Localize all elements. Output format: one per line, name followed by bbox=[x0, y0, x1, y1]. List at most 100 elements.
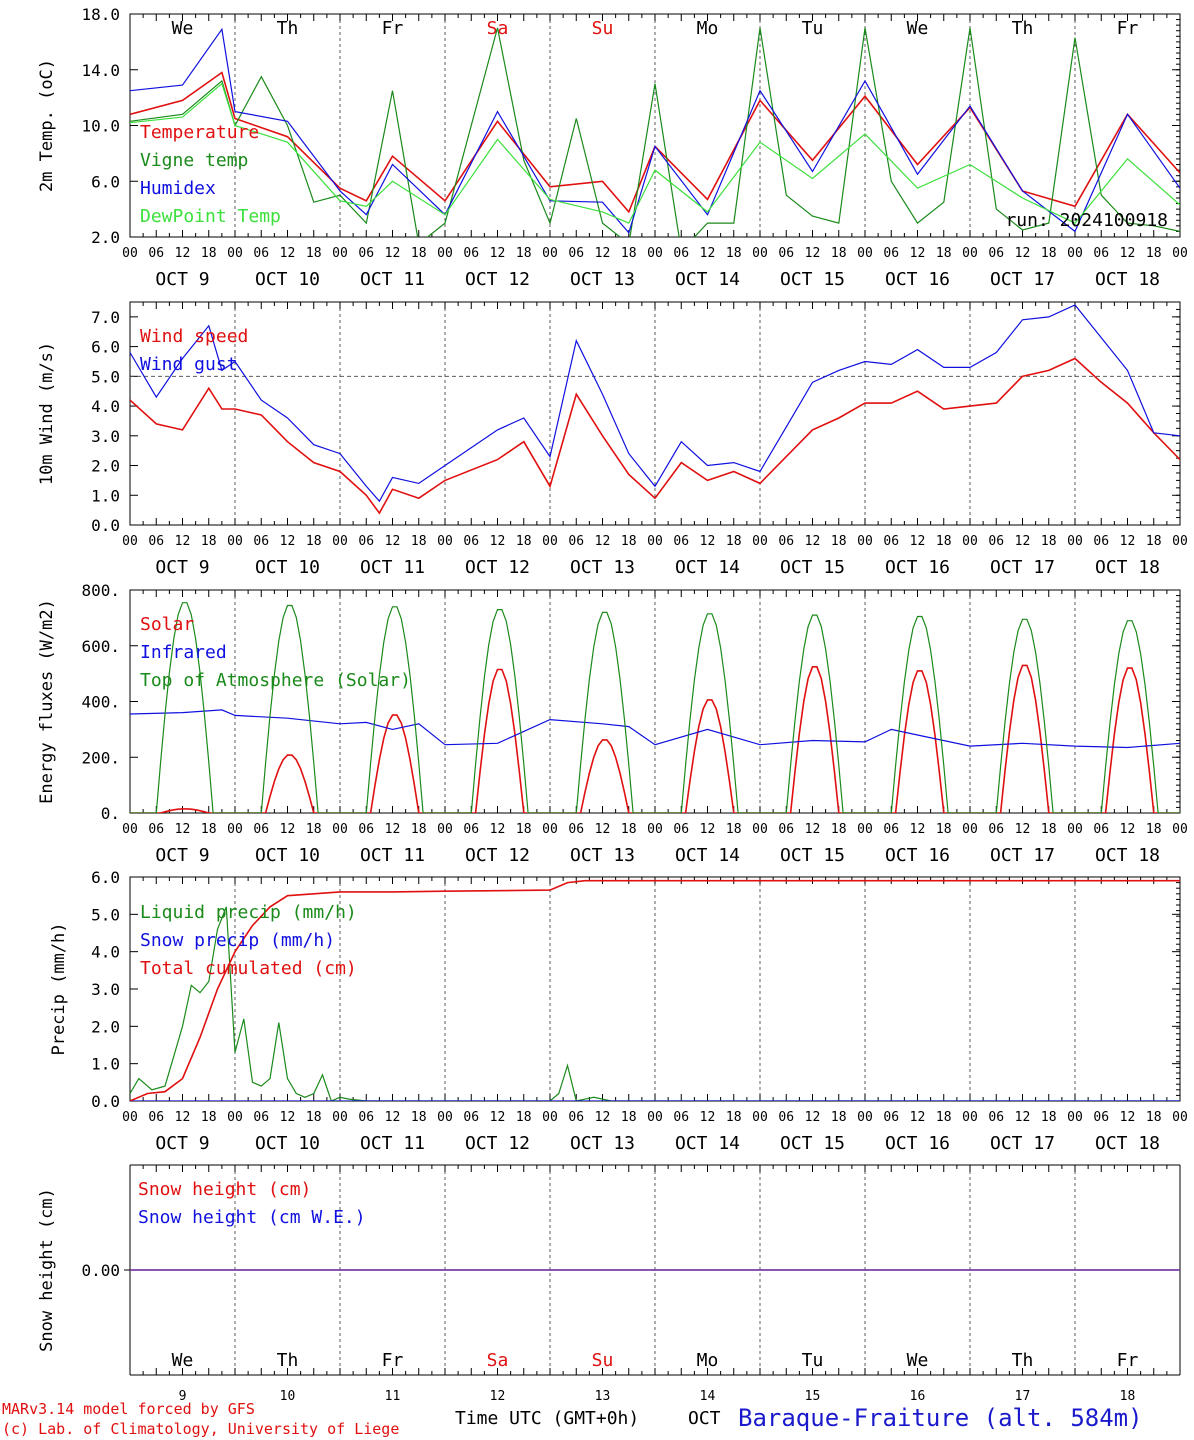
x-tick-label: 00 bbox=[542, 246, 558, 261]
x-tick-label: 00 bbox=[647, 246, 663, 261]
plot-frame bbox=[129, 589, 1181, 814]
day-name-label: Tu bbox=[802, 18, 824, 39]
x-tick-label: 12 bbox=[175, 534, 191, 549]
x-tick-label: 18 bbox=[516, 1110, 532, 1125]
x-tick-label: 18 bbox=[201, 534, 217, 549]
x-tick-label: 00 bbox=[542, 534, 558, 549]
date-label: OCT 13 bbox=[570, 1133, 635, 1154]
x-tick-label: 00 bbox=[752, 246, 768, 261]
y-tick-label: 5.0 bbox=[91, 905, 120, 924]
date-label: OCT 10 bbox=[255, 557, 320, 578]
x-tick-label: 06 bbox=[1093, 1110, 1109, 1125]
x-tick-label: 00 bbox=[227, 534, 243, 549]
y-tick-label: 0.00 bbox=[81, 1261, 120, 1280]
legend-entry: Solar bbox=[140, 614, 194, 635]
x-tick-label: 18 bbox=[201, 1110, 217, 1125]
x-tick-label: 00 bbox=[332, 1110, 348, 1125]
day-name-label: We bbox=[907, 18, 929, 39]
x-tick-label: 18 bbox=[726, 534, 742, 549]
x-tick-label: 06 bbox=[148, 1110, 164, 1125]
x-tick-label: 00 bbox=[437, 822, 453, 837]
date-label: OCT 15 bbox=[780, 1133, 845, 1154]
x-tick-label: 12 bbox=[280, 1110, 296, 1125]
series-line bbox=[130, 27, 1180, 237]
x-tick-label: 06 bbox=[463, 822, 479, 837]
x-tick-label: 18 bbox=[831, 822, 847, 837]
x-tick-label: 00 bbox=[752, 534, 768, 549]
date-label: OCT 9 bbox=[155, 845, 209, 866]
day-number-label: 12 bbox=[490, 1389, 506, 1404]
x-tick-label: 00 bbox=[122, 534, 138, 549]
x-tick-label: 18 bbox=[516, 246, 532, 261]
date-label: OCT 10 bbox=[255, 269, 320, 290]
x-tick-label: 06 bbox=[568, 822, 584, 837]
y-tick-label: 1.0 bbox=[91, 486, 120, 505]
x-tick-label: 18 bbox=[306, 822, 322, 837]
x-tick-label: 06 bbox=[148, 822, 164, 837]
x-tick-label: 00 bbox=[1067, 246, 1083, 261]
date-label: OCT 18 bbox=[1095, 269, 1160, 290]
x-tick-label: 06 bbox=[463, 1110, 479, 1125]
time-axis-month: OCT bbox=[688, 1408, 721, 1429]
x-tick-label: 18 bbox=[411, 1110, 427, 1125]
x-tick-label: 00 bbox=[122, 1110, 138, 1125]
day-name-label: We bbox=[172, 18, 194, 39]
legend-entry: Infrared bbox=[140, 642, 227, 663]
y-tick-label: 800. bbox=[81, 581, 120, 600]
x-tick-label: 00 bbox=[647, 1110, 663, 1125]
x-tick-label: 12 bbox=[385, 1110, 401, 1125]
x-tick-label: 12 bbox=[595, 822, 611, 837]
x-tick-label: 12 bbox=[490, 822, 506, 837]
x-tick-label: 18 bbox=[726, 246, 742, 261]
x-tick-label: 00 bbox=[857, 246, 873, 261]
y-tick-label: 600. bbox=[81, 637, 120, 656]
x-tick-label: 12 bbox=[1015, 534, 1031, 549]
x-tick-label: 00 bbox=[122, 246, 138, 261]
x-tick-label: 12 bbox=[700, 246, 716, 261]
day-name-label: Th bbox=[277, 1350, 299, 1371]
x-tick-label: 12 bbox=[805, 246, 821, 261]
legend-entry: Snow height (cm) bbox=[138, 1179, 311, 1200]
date-label: OCT 14 bbox=[675, 557, 740, 578]
x-tick-label: 00 bbox=[1067, 1110, 1083, 1125]
x-tick-label: 00 bbox=[1067, 822, 1083, 837]
x-tick-label: 06 bbox=[148, 534, 164, 549]
x-tick-label: 12 bbox=[910, 246, 926, 261]
day-name-label: Su bbox=[592, 1350, 614, 1371]
date-label: OCT 11 bbox=[360, 845, 425, 866]
legend-entry: Snow precip (mm/h) bbox=[140, 930, 335, 951]
x-tick-label: 06 bbox=[778, 246, 794, 261]
day-name-label: Th bbox=[277, 18, 299, 39]
series-line bbox=[130, 357, 1180, 515]
date-label: OCT 12 bbox=[465, 557, 530, 578]
legend-entry: DewPoint Temp bbox=[140, 206, 281, 227]
x-tick-label: 06 bbox=[778, 822, 794, 837]
x-tick-label: 12 bbox=[910, 1110, 926, 1125]
x-tick-label: 06 bbox=[358, 822, 374, 837]
x-tick-label: 18 bbox=[201, 822, 217, 837]
x-tick-label: 00 bbox=[857, 534, 873, 549]
series-line bbox=[130, 879, 1180, 1101]
series-line bbox=[130, 664, 1180, 813]
day-number-label: 17 bbox=[1015, 1389, 1031, 1404]
legend-entry: Vigne temp bbox=[140, 150, 248, 171]
x-tick-label: 18 bbox=[1041, 246, 1057, 261]
x-tick-label: 00 bbox=[122, 822, 138, 837]
x-tick-label: 00 bbox=[1172, 534, 1188, 549]
x-tick-label: 06 bbox=[148, 246, 164, 261]
x-tick-label: 12 bbox=[490, 1110, 506, 1125]
x-tick-label: 06 bbox=[1093, 822, 1109, 837]
legend-entry: Total cumulated (cm) bbox=[140, 958, 357, 979]
y-tick-label: 5.0 bbox=[91, 367, 120, 386]
date-label: OCT 12 bbox=[465, 845, 530, 866]
x-tick-label: 18 bbox=[306, 1110, 322, 1125]
x-tick-label: 12 bbox=[805, 534, 821, 549]
x-tick-label: 06 bbox=[988, 1110, 1004, 1125]
x-tick-label: 12 bbox=[175, 1110, 191, 1125]
date-label: OCT 13 bbox=[570, 269, 635, 290]
x-tick-label: 18 bbox=[411, 246, 427, 261]
x-tick-label: 00 bbox=[332, 534, 348, 549]
y-tick-label: 14.0 bbox=[81, 61, 120, 80]
x-tick-label: 18 bbox=[516, 534, 532, 549]
